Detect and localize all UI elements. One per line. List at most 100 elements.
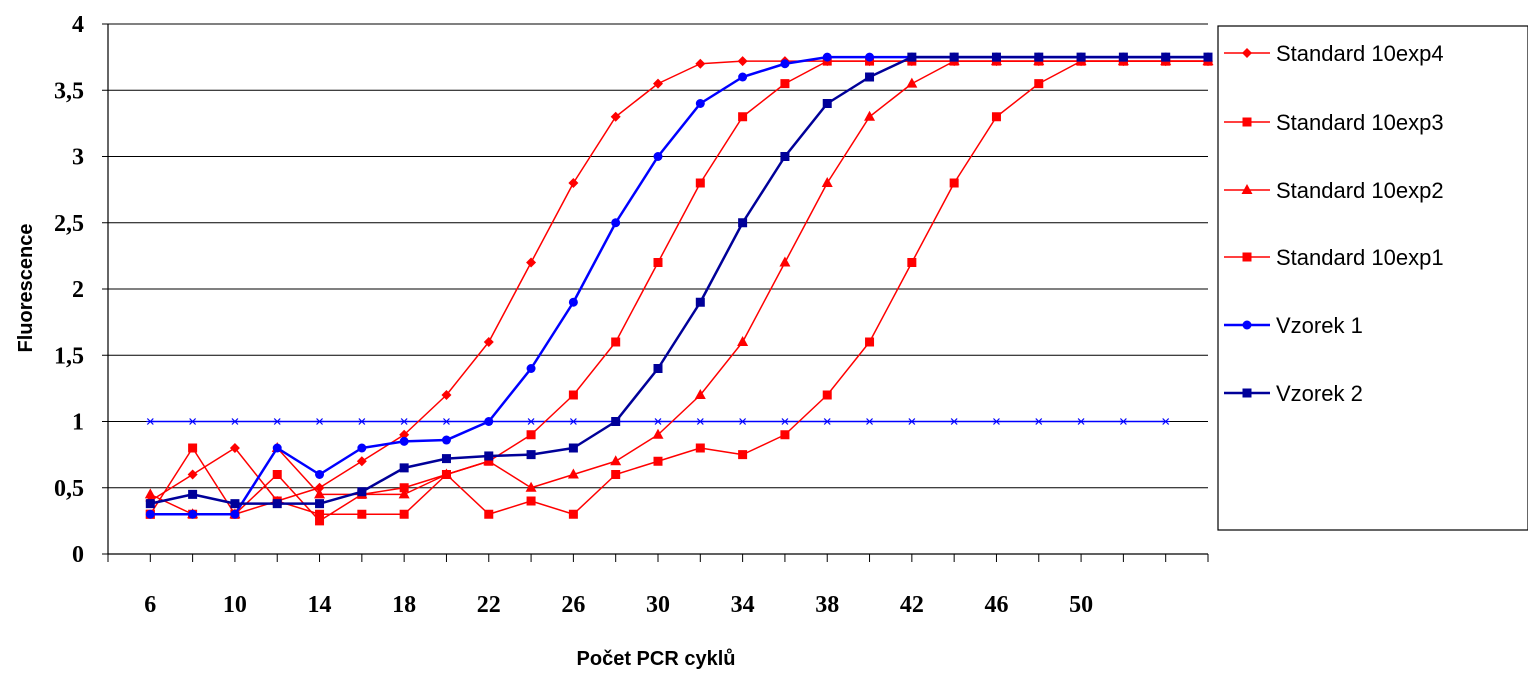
series-0	[145, 56, 1213, 506]
series-3-point-6	[399, 509, 409, 519]
series-3-point-15	[780, 430, 790, 440]
series-5-point-6	[399, 463, 409, 473]
x-tick-label-0: 6	[144, 592, 156, 618]
series-5-point-2	[230, 499, 240, 509]
series-1-point-14	[738, 112, 748, 122]
series-2-point-17	[864, 110, 876, 121]
series-3-point-16	[822, 390, 832, 400]
legend-swatch-marker-1	[1242, 117, 1252, 127]
series-5-point-9	[526, 450, 536, 460]
series-5-point-23	[1118, 52, 1128, 62]
gridlines	[108, 23, 1208, 489]
series-2	[144, 55, 1214, 519]
x-tick-label-2: 14	[308, 592, 332, 618]
threshold-point-18	[907, 418, 916, 425]
series-1-point-12	[653, 258, 663, 267]
series-5-point-15	[780, 152, 790, 161]
series-2-line	[149, 60, 1208, 515]
series-4-point-17	[865, 52, 875, 62]
legend-label-0: Standard 10exp4	[1276, 41, 1444, 66]
threshold-point-22	[1077, 418, 1086, 425]
series-3-point-13	[695, 443, 705, 453]
threshold-point-16	[823, 418, 832, 425]
series-2-point-18	[906, 77, 918, 88]
y-tick-label-6: 3	[72, 145, 84, 171]
series-0-point-14	[737, 56, 748, 67]
series-4-point-1	[188, 509, 198, 519]
series-1-point-1	[188, 443, 198, 453]
series-5-line	[150, 55, 1208, 505]
series-5-point-1	[188, 489, 198, 499]
series-5-point-10	[568, 443, 578, 453]
series-2-point-14	[737, 336, 749, 346]
series-3-point-9	[526, 496, 536, 506]
y-tick-label-2: 1	[72, 410, 84, 436]
series-0-point-10	[568, 178, 579, 188]
threshold-point-24	[1161, 418, 1170, 425]
series-5-point-12	[653, 364, 663, 373]
legend-item-5: Vzorek 2	[1224, 381, 1363, 406]
legend: Standard 10exp4 Standard 10exp3 Standard 1…	[1217, 25, 1528, 531]
threshold-point-17	[865, 418, 874, 425]
series-3-point-7	[441, 470, 451, 479]
series-3	[145, 56, 1213, 519]
series-0-point-8	[483, 337, 494, 347]
series-0-point-11	[610, 111, 621, 122]
series-4-point-3	[272, 443, 282, 453]
legend-label-3: Standard 10exp1	[1276, 245, 1444, 270]
series-0-line	[149, 60, 1208, 502]
series-5-point-4	[315, 499, 325, 509]
series-3-point-21	[1034, 79, 1044, 89]
series-3-point-14	[738, 450, 748, 460]
series-1-point-13	[695, 178, 705, 188]
series-4-point-0	[145, 509, 155, 519]
series-4	[145, 52, 1213, 519]
series-5-point-17	[865, 72, 875, 82]
series-0-point-13	[695, 58, 706, 69]
y-tick-label-1: 0,5	[54, 476, 84, 502]
series-5-point-18	[907, 52, 917, 62]
threshold-point-15	[780, 418, 789, 425]
series-3-point-19	[949, 178, 959, 188]
series-1-point-3	[272, 470, 282, 479]
series-4-point-9	[526, 364, 536, 373]
x-tick-label-10: 46	[984, 592, 1008, 618]
y-axis-title: Fluorescence	[15, 224, 37, 353]
series-5-point-8	[484, 451, 494, 461]
series-5-point-22	[1076, 52, 1086, 62]
threshold-point-10	[569, 418, 578, 425]
series-2-point-13	[694, 389, 706, 399]
x-tick-label-3: 18	[392, 592, 416, 618]
threshold-point-19	[950, 418, 959, 425]
series-4-point-14	[738, 72, 748, 82]
series-5-point-3	[272, 499, 282, 509]
legend-box	[1217, 25, 1528, 531]
series-4-point-4	[315, 470, 325, 479]
axes	[102, 23, 1209, 562]
series-3-point-4	[315, 509, 325, 519]
series-3-line	[150, 60, 1208, 515]
series-2-point-15	[779, 256, 791, 267]
series-3-point-18	[907, 258, 917, 267]
y-tick-label-0: 0	[72, 542, 84, 568]
series-5-point-5	[357, 487, 367, 497]
series-0-point-1	[187, 469, 198, 480]
legend-item-2: Standard 10exp2	[1224, 178, 1444, 203]
series-4-point-6	[399, 436, 409, 446]
x-tick-label-1: 10	[223, 592, 247, 618]
legend-label-4: Vzorek 1	[1276, 313, 1363, 338]
series-3-point-11	[611, 470, 621, 479]
series-4-point-7	[441, 435, 451, 445]
threshold-point-0	[146, 418, 155, 425]
series-5-point-13	[695, 297, 705, 307]
y-tick-label-8: 4	[72, 12, 84, 38]
y-tick-label-4: 2	[72, 277, 84, 303]
series-4-point-12	[653, 152, 663, 161]
threshold-point-12	[654, 418, 662, 425]
x-tick-label-4: 22	[477, 592, 501, 618]
series-3-point-10	[568, 509, 578, 519]
series-4-point-5	[357, 443, 367, 453]
series-4-point-11	[611, 218, 621, 228]
threshold-point-14	[738, 418, 747, 425]
